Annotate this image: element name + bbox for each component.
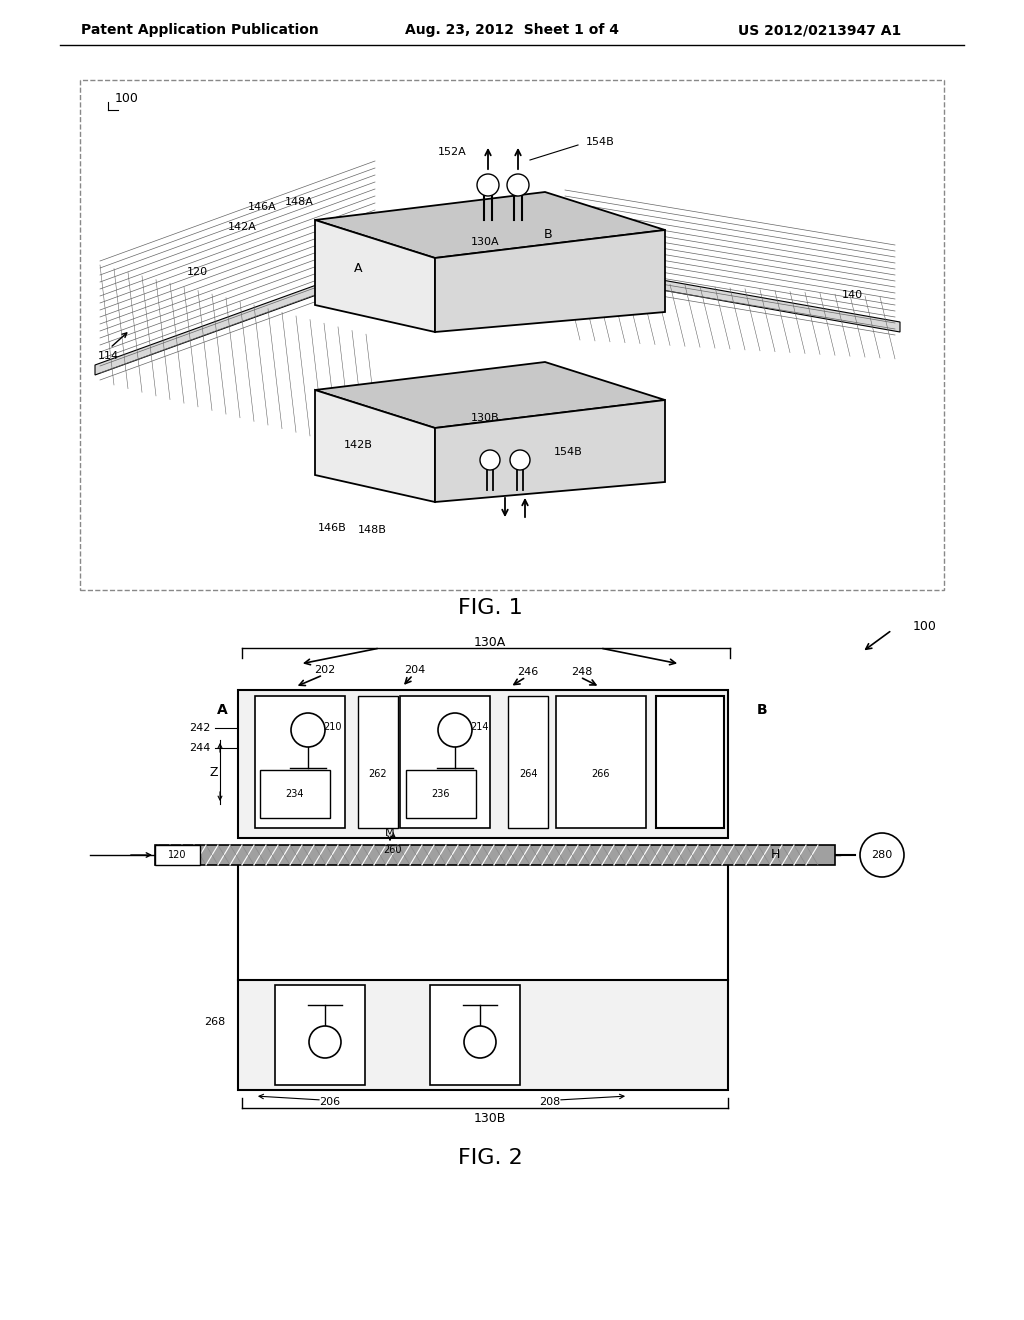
Text: 234: 234 (286, 789, 304, 799)
Text: 210: 210 (323, 722, 341, 733)
Bar (430, 985, 520, 1085)
Text: 130A: 130A (474, 635, 506, 648)
Polygon shape (560, 261, 900, 333)
Bar (238, 979, 728, 1090)
Text: 140: 140 (842, 290, 862, 300)
Text: 142A: 142A (228, 222, 257, 232)
Circle shape (860, 833, 904, 876)
Text: Patent Application Publication: Patent Application Publication (81, 22, 318, 37)
Circle shape (507, 174, 529, 195)
Circle shape (438, 713, 472, 747)
Text: 152A: 152A (437, 147, 466, 157)
Bar (260, 770, 330, 818)
Text: 280: 280 (871, 850, 893, 861)
Bar (556, 696, 646, 828)
Circle shape (480, 450, 500, 470)
Text: 248: 248 (571, 667, 593, 677)
Text: B: B (757, 704, 767, 717)
Bar (406, 770, 476, 818)
Circle shape (309, 1026, 341, 1059)
Bar (508, 696, 548, 828)
Text: 246: 246 (517, 667, 539, 677)
Text: M: M (385, 828, 395, 838)
Text: 148A: 148A (285, 197, 314, 207)
Text: 236: 236 (432, 789, 451, 799)
Text: H: H (770, 849, 779, 862)
Polygon shape (435, 230, 665, 333)
Polygon shape (315, 191, 665, 257)
Text: Z: Z (210, 766, 218, 779)
Text: 264: 264 (519, 770, 538, 779)
Text: US 2012/0213947 A1: US 2012/0213947 A1 (738, 22, 901, 37)
Text: 130A: 130A (471, 238, 500, 247)
Text: 204: 204 (404, 665, 426, 675)
Text: 260: 260 (383, 845, 401, 855)
Bar (255, 696, 345, 828)
Text: 202: 202 (314, 665, 336, 675)
Circle shape (464, 1026, 496, 1059)
Text: FIG. 2: FIG. 2 (458, 1148, 522, 1168)
Text: 214: 214 (470, 722, 488, 733)
Text: 268: 268 (205, 1016, 225, 1027)
Text: 146B: 146B (318, 523, 347, 533)
Text: 100: 100 (913, 620, 937, 634)
Text: 148B: 148B (358, 525, 387, 535)
Text: Aug. 23, 2012  Sheet 1 of 4: Aug. 23, 2012 Sheet 1 of 4 (406, 22, 618, 37)
Polygon shape (315, 220, 435, 333)
Text: 262: 262 (369, 770, 387, 779)
Text: 154B: 154B (586, 137, 614, 147)
Text: A: A (353, 261, 362, 275)
Text: 114: 114 (97, 351, 119, 360)
Circle shape (477, 174, 499, 195)
Circle shape (510, 450, 530, 470)
Bar (656, 696, 724, 828)
Text: 208: 208 (540, 1097, 560, 1107)
Polygon shape (315, 389, 435, 502)
Text: 130B: 130B (474, 1111, 506, 1125)
Polygon shape (315, 362, 665, 428)
Text: 146A: 146A (248, 202, 276, 213)
Text: A: A (217, 704, 227, 717)
Circle shape (291, 713, 325, 747)
Polygon shape (435, 400, 665, 502)
Bar (358, 696, 398, 828)
Text: 154B: 154B (554, 447, 583, 457)
Text: 100: 100 (115, 91, 139, 104)
Text: B: B (544, 228, 552, 242)
Text: 130B: 130B (471, 413, 500, 422)
Text: 206: 206 (319, 1097, 341, 1107)
Text: 266: 266 (592, 770, 610, 779)
Text: 120: 120 (186, 267, 208, 277)
Text: 120: 120 (168, 850, 186, 861)
Text: 244: 244 (189, 743, 211, 752)
Bar (155, 845, 200, 865)
Bar (400, 696, 490, 828)
Polygon shape (95, 261, 380, 375)
Text: 142B: 142B (344, 440, 373, 450)
Bar (238, 690, 728, 838)
Text: FIG. 1: FIG. 1 (458, 598, 522, 618)
Text: 242: 242 (189, 723, 211, 733)
Bar (155, 845, 835, 865)
Bar (275, 985, 365, 1085)
